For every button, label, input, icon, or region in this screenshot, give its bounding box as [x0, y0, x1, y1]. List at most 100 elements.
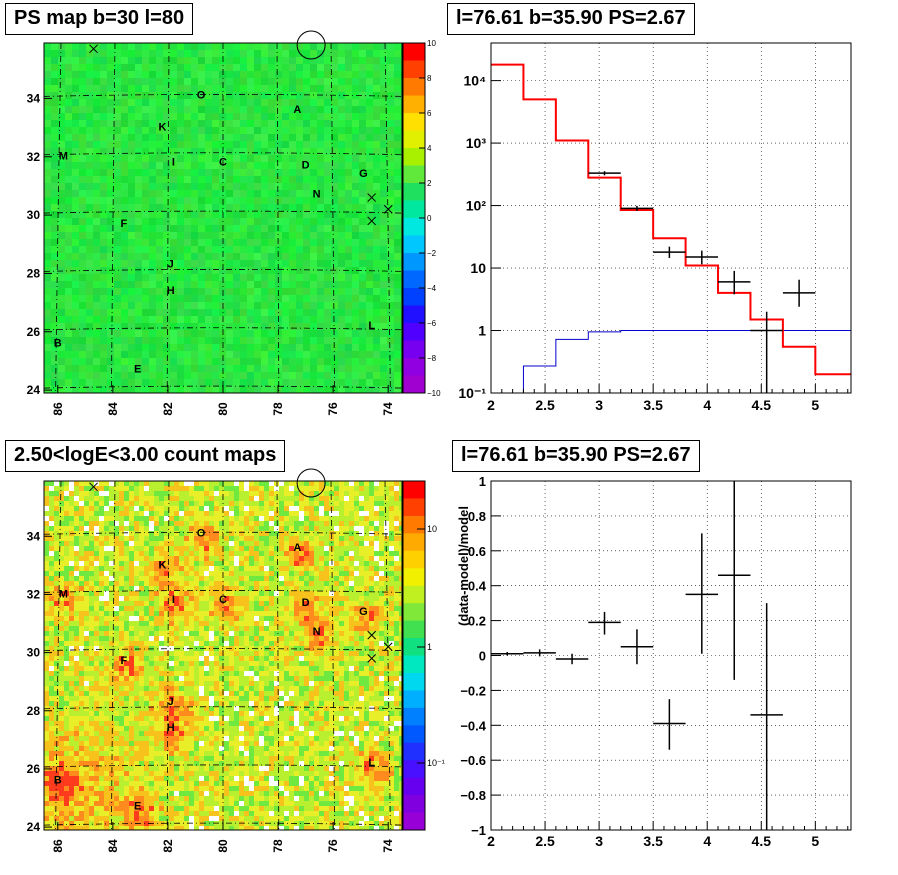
psmap-cell	[331, 127, 338, 134]
psmap-cell	[205, 211, 212, 218]
psmap-cell	[65, 50, 72, 57]
cmap-cell	[54, 481, 59, 486]
psmap-cell	[205, 309, 212, 316]
psmap-cell	[233, 64, 240, 71]
psmap-cell	[163, 358, 170, 365]
psmap-cell	[205, 155, 212, 162]
psmap-cell	[121, 148, 128, 155]
psmap-cell	[142, 162, 149, 169]
x-tick-label: 80	[216, 402, 230, 416]
psmap-cell	[58, 50, 65, 57]
psmap-cell	[86, 106, 93, 113]
psmap-cell	[275, 281, 282, 288]
psmap-cell	[170, 337, 177, 344]
psmap-cell	[156, 64, 163, 71]
psmap-cell	[58, 148, 65, 155]
psmap-cell	[310, 302, 317, 309]
psmap-cell	[268, 141, 275, 148]
cmap-cell	[174, 486, 179, 491]
psmap-cell	[93, 323, 100, 330]
cmap-cell	[219, 626, 224, 631]
psmap-cell	[135, 113, 142, 120]
cmap-cell	[179, 596, 184, 601]
cmap-cell	[359, 491, 364, 496]
cmap-cell	[159, 551, 164, 556]
cmap-cell	[64, 516, 69, 521]
cmap-cell	[339, 546, 344, 551]
psmap-cell	[163, 386, 170, 393]
psmap-cell	[51, 78, 58, 85]
psmap-cell	[373, 337, 380, 344]
psmap-cell	[394, 337, 401, 344]
psmap-cell	[212, 176, 219, 183]
cmap-cell	[169, 511, 174, 516]
psmap-cell	[100, 64, 107, 71]
psmap-cell	[247, 92, 254, 99]
psmap-cell	[352, 148, 359, 155]
psmap-cell	[107, 225, 114, 232]
cmap-cell	[279, 541, 284, 546]
psmap-cell	[128, 176, 135, 183]
cmap-cell	[304, 561, 309, 566]
cmap-cell	[379, 491, 384, 496]
psmap-cell	[72, 246, 79, 253]
psmap-cell	[247, 78, 254, 85]
cmap-cell	[214, 621, 219, 626]
cmap-cell	[379, 591, 384, 596]
cmap-cell	[154, 496, 159, 501]
cmap-cell	[364, 541, 369, 546]
cmap-cell	[294, 511, 299, 516]
cmap-cell	[164, 556, 169, 561]
cmap-cell	[369, 526, 374, 531]
psmap-cell	[156, 71, 163, 78]
cmap-cell	[244, 521, 249, 526]
cmap-cell	[239, 516, 244, 521]
psmap-cell	[219, 134, 226, 141]
psmap-cell	[394, 113, 401, 120]
cmap-cell	[369, 571, 374, 576]
psmap-cell	[100, 183, 107, 190]
cmap-cell	[59, 496, 64, 501]
cmap-cell	[124, 491, 129, 496]
cmap-cell	[144, 551, 149, 556]
psmap-cell	[345, 78, 352, 85]
cmap-cell	[169, 531, 174, 536]
psmap-cell	[149, 120, 156, 127]
psmap-cell	[345, 43, 352, 50]
cmap-cell	[74, 566, 79, 571]
psmap-cell	[219, 330, 226, 337]
psmap-cell	[226, 99, 233, 106]
psmap-cell	[177, 57, 184, 64]
cmap-cell	[124, 481, 129, 486]
cmap-cell	[394, 566, 399, 571]
cmap-cell	[199, 606, 204, 611]
cmap-cell	[379, 516, 384, 521]
cmap-cell	[374, 536, 379, 541]
psmap-cell	[240, 288, 247, 295]
psmap-cell	[79, 246, 86, 253]
cmap-cell	[134, 581, 139, 586]
psmap-cell	[177, 211, 184, 218]
cmap-cell	[229, 571, 234, 576]
cmap-cell	[124, 486, 129, 491]
psmap-cell	[345, 190, 352, 197]
psmap-cell	[79, 295, 86, 302]
cmap-cell	[349, 601, 354, 606]
cmap-cell	[184, 596, 189, 601]
psmap-cell	[338, 134, 345, 141]
psmap-cell	[156, 176, 163, 183]
cmap-cell	[144, 621, 149, 626]
psmap-cell	[121, 190, 128, 197]
psmap-cell	[268, 246, 275, 253]
psmap-cell	[247, 120, 254, 127]
psmap-cell	[128, 78, 135, 85]
psmap-cell	[268, 155, 275, 162]
psmap-cell	[198, 302, 205, 309]
cmap-cell	[334, 501, 339, 506]
psmap-cell	[177, 43, 184, 50]
psmap-cell	[72, 218, 79, 225]
psmap-cell	[184, 176, 191, 183]
cmap-cell	[259, 511, 264, 516]
cmap-cell	[304, 581, 309, 586]
cmap-cell	[94, 626, 99, 631]
